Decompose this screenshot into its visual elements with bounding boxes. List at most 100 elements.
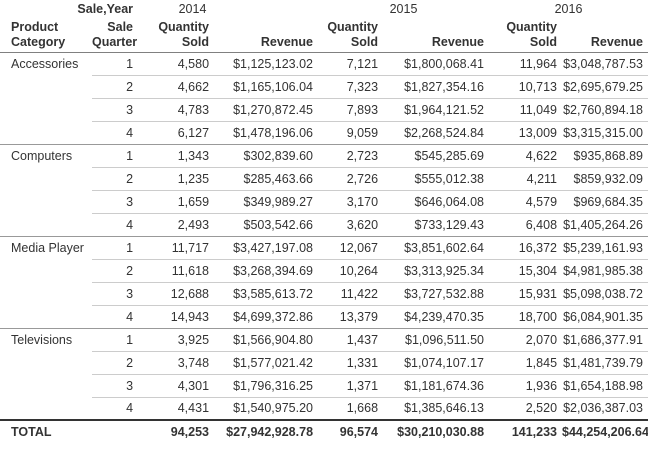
table-row: Computers 1 1,343 $302,839.60 2,723 $545,285.… bbox=[0, 143, 648, 167]
quantity-sold-2015-cell: 7,121 bbox=[346, 56, 379, 71]
sale-quarter-cell: 1 bbox=[92, 235, 138, 259]
revenue-2015-cell: $733,129.43 bbox=[383, 212, 490, 236]
quantity-sold-2015-cell: 3,620 bbox=[318, 212, 384, 236]
revenue-2016-cell: $1,686,377.91 bbox=[562, 327, 648, 351]
column-header-quantity-sold-2016: Quantity Sold bbox=[489, 17, 563, 53]
quantity-sold-2016-cell: 15,931 bbox=[489, 281, 563, 305]
quantity-sold-2016-cell: 4,622 bbox=[489, 143, 563, 167]
quantity-sold-2014-cell: 14,943 bbox=[137, 304, 215, 328]
table-row: Televisions 1 3,925 $1,566,904.80 1,437 $1,09… bbox=[0, 327, 648, 351]
table-row: 3 12,688 $3,585,613.72 11,422 $3,727,532.88 1… bbox=[0, 281, 648, 305]
year-header-2016: 2016 bbox=[554, 2, 583, 17]
revenue-2014-cell: $1,577,021.42 bbox=[214, 350, 319, 374]
product-category-cell: Computers bbox=[0, 143, 92, 167]
revenue-2015-cell: $555,012.38 bbox=[383, 166, 490, 190]
sale-quarter-cell: 3 bbox=[92, 281, 138, 305]
quantity-sold-2016-cell: 2,070 bbox=[489, 327, 563, 351]
year-header-2015: 2015 bbox=[389, 2, 418, 17]
sale-quarter-cell: 1 bbox=[92, 327, 138, 351]
revenue-2016-cell: $3,048,787.53 bbox=[563, 56, 644, 71]
sale-quarter-cell: 2 bbox=[92, 350, 138, 374]
revenue-2015-cell: $1,827,354.16 bbox=[383, 74, 490, 98]
table-row: 2 11,618 $3,268,394.69 10,264 $3,313,925.34 1… bbox=[0, 258, 648, 282]
revenue-2015-cell: $545,285.69 bbox=[383, 143, 490, 167]
quantity-sold-2016-cell: 16,372 bbox=[489, 235, 563, 259]
product-category-cell bbox=[0, 190, 92, 213]
revenue-2015-cell: $3,851,602.64 bbox=[383, 235, 490, 259]
table-header: Sale,Year 2014 2015 2016 Product Categor… bbox=[0, 0, 648, 53]
quantity-sold-2015-cell: 12,067 bbox=[318, 235, 384, 259]
table-row: Accessories 1 4,580 $1,125,123.02 7,121 $1,80… bbox=[0, 52, 648, 75]
revenue-2014-cell: $4,699,372.86 bbox=[214, 304, 319, 328]
revenue-2015-cell: $1,096,511.50 bbox=[383, 327, 490, 351]
quantity-sold-2015-cell: 3,170 bbox=[318, 189, 384, 213]
table-row: 4 2,493 $503,542.66 3,620 $733,129.43 6,408 $1… bbox=[0, 212, 648, 236]
revenue-2014-cell: $285,463.66 bbox=[214, 166, 319, 190]
revenue-2014-cell: $1,566,904.80 bbox=[214, 327, 319, 351]
revenue-2014-cell: $1,125,123.02 bbox=[233, 56, 314, 71]
quantity-sold-2016-cell: 1,936 bbox=[489, 373, 563, 397]
quantity-sold-2014-cell: 1,343 bbox=[137, 143, 215, 167]
column-header-revenue-2015: Revenue bbox=[383, 17, 490, 53]
product-category-cell bbox=[0, 121, 92, 144]
quantity-sold-2016-cell: 11,049 bbox=[489, 97, 563, 121]
quantity-sold-2015-cell: 1,371 bbox=[318, 373, 384, 397]
quantity-sold-2016-cell: 11,964 bbox=[519, 56, 558, 71]
column-header-revenue-2016: Revenue bbox=[562, 17, 648, 53]
revenue-2016-cell: $2,036,387.03 bbox=[562, 396, 648, 420]
revenue-2014-cell: $3,585,613.72 bbox=[214, 281, 319, 305]
revenue-2016-cell: $969,684.35 bbox=[562, 189, 648, 213]
product-category-cell bbox=[0, 259, 92, 282]
revenue-2014-cell: $1,270,872.45 bbox=[214, 97, 319, 121]
quantity-sold-2014-cell: 3,925 bbox=[137, 327, 215, 351]
table-row: 2 1,235 $285,463.66 2,726 $555,012.38 4,211 $8… bbox=[0, 166, 648, 190]
revenue-2015-cell: $3,727,532.88 bbox=[383, 281, 490, 305]
revenue-2014-cell: $1,796,316.25 bbox=[214, 373, 319, 397]
product-category-cell bbox=[0, 282, 92, 305]
quantity-sold-2014-cell: 1,659 bbox=[137, 189, 215, 213]
quantity-sold-2014-cell: 4,431 bbox=[137, 396, 215, 420]
quantity-sold-2014-cell: 11,717 bbox=[137, 235, 215, 259]
revenue-2014-cell: $302,839.60 bbox=[214, 143, 319, 167]
total-revenue-2015-cell: $30,210,030.88 bbox=[383, 419, 490, 443]
column-header-quantity-sold-2015: Quantity Sold bbox=[318, 17, 384, 53]
table-row: Media Player 1 11,717 $3,427,197.08 12,067 $3… bbox=[0, 235, 648, 259]
total-revenue-2016-cell: $44,254,206.64 bbox=[562, 419, 648, 443]
table-row: 3 1,659 $349,989.27 3,170 $646,064.08 4,579 $9… bbox=[0, 189, 648, 213]
total-label-cell: TOTAL bbox=[0, 419, 92, 443]
product-category-cell: Media Player bbox=[0, 235, 92, 259]
product-category-cell bbox=[0, 213, 92, 236]
year-header-row: Sale,Year 2014 2015 2016 bbox=[0, 0, 648, 17]
revenue-2016-cell: $1,481,739.79 bbox=[562, 350, 648, 374]
quantity-sold-2016-cell: 4,211 bbox=[489, 166, 563, 190]
quantity-sold-2016-cell: 18,700 bbox=[489, 304, 563, 328]
quantity-sold-2014-cell: 1,235 bbox=[137, 166, 215, 190]
quantity-sold-2014-cell: 12,688 bbox=[137, 281, 215, 305]
quantity-sold-2015-cell: 13,379 bbox=[318, 304, 384, 328]
revenue-2016-cell: $2,760,894.18 bbox=[562, 97, 648, 121]
revenue-2014-cell: $3,268,394.69 bbox=[214, 258, 319, 282]
sale-quarter-cell: 3 bbox=[92, 97, 138, 121]
revenue-2014-cell: $3,427,197.08 bbox=[214, 235, 319, 259]
quantity-sold-2015-cell: 1,331 bbox=[318, 350, 384, 374]
revenue-2015-cell: $2,268,524.84 bbox=[383, 120, 490, 144]
total-revenue-2014-cell: $27,942,928.78 bbox=[214, 419, 319, 443]
table-row: 4 6,127 $1,478,196.06 9,059 $2,268,524.84 13,… bbox=[0, 120, 648, 144]
product-category-cell bbox=[0, 75, 92, 98]
sale-quarter-cell: 1 bbox=[126, 56, 134, 71]
quantity-sold-2015-cell: 9,059 bbox=[318, 120, 384, 144]
revenue-2014-cell: $503,542.66 bbox=[214, 212, 319, 236]
product-category-cell bbox=[0, 374, 92, 397]
product-category-cell bbox=[0, 167, 92, 190]
product-category-cell bbox=[0, 98, 92, 121]
quantity-sold-2014-cell: 4,662 bbox=[137, 74, 215, 98]
revenue-2016-cell: $1,405,264.26 bbox=[562, 212, 648, 236]
revenue-2016-cell: $5,239,161.93 bbox=[562, 235, 648, 259]
quantity-sold-2015-cell: 2,723 bbox=[318, 143, 384, 167]
sale-quarter-cell: 4 bbox=[92, 396, 138, 420]
quantity-sold-2016-cell: 6,408 bbox=[489, 212, 563, 236]
revenue-2015-cell: $4,239,470.35 bbox=[383, 304, 490, 328]
quantity-sold-2015-cell: 7,893 bbox=[318, 97, 384, 121]
revenue-2014-cell: $1,540,975.20 bbox=[214, 396, 319, 420]
